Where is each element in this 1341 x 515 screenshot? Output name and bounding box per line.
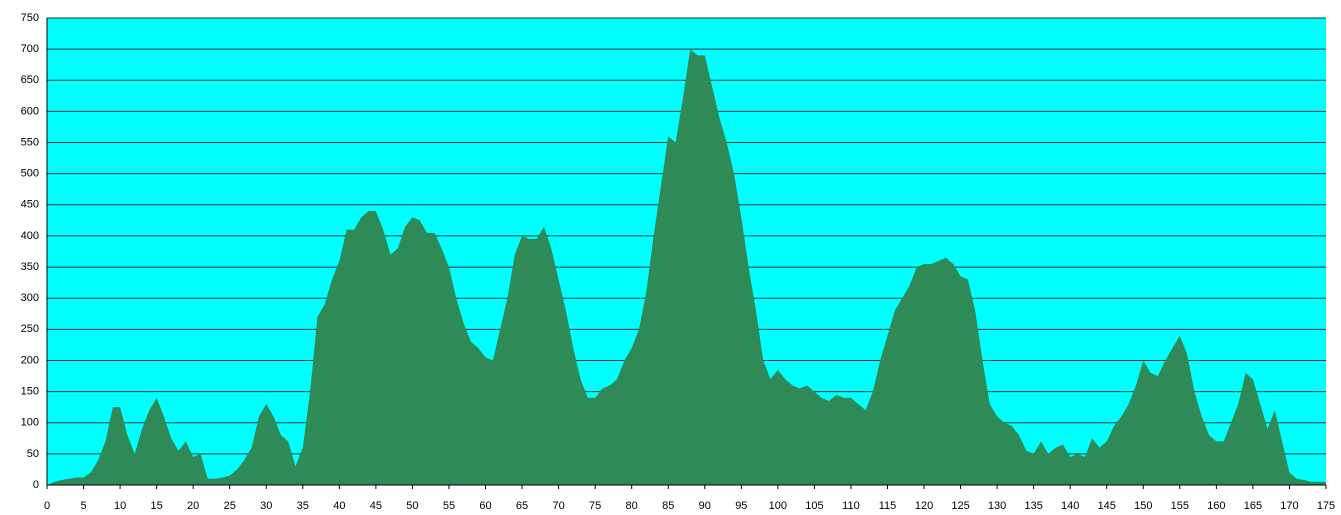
x-tick-label: 30 [260,500,272,512]
y-tick-label: 150 [21,386,39,398]
x-tick-label: 90 [699,500,711,512]
x-tick-label: 105 [805,500,823,512]
x-tick-label: 95 [735,500,747,512]
x-tick-label: 155 [1171,500,1189,512]
x-tick-label: 60 [479,500,491,512]
x-tick-label: 35 [297,500,309,512]
x-tick-label: 50 [406,500,418,512]
x-tick-label: 125 [951,500,969,512]
x-tick-label: 25 [224,500,236,512]
y-tick-label: 100 [21,417,39,429]
x-tick-label: 55 [443,500,455,512]
x-tick-label: 85 [662,500,674,512]
x-tick-label: 110 [842,500,860,512]
y-tick-label: 0 [33,479,39,491]
x-tick-label: 175 [1317,500,1335,512]
x-tick-label: 115 [879,500,897,512]
x-tick-label: 75 [589,500,601,512]
y-tick-label: 700 [21,43,39,55]
y-tick-label: 650 [21,74,39,86]
x-tick-label: 40 [333,500,345,512]
x-tick-label: 130 [988,500,1006,512]
x-tick-label: 140 [1061,500,1079,512]
y-tick-label: 50 [27,448,39,460]
x-tick-label: 15 [151,500,163,512]
x-tick-label: 5 [80,500,86,512]
x-tick-label: 145 [1098,500,1116,512]
x-tick-label: 120 [915,500,933,512]
x-tick-label: 160 [1207,500,1225,512]
x-tick-label: 70 [552,500,564,512]
y-tick-label: 350 [21,261,39,273]
y-tick-label: 300 [21,292,39,304]
x-tick-label: 20 [187,500,199,512]
x-tick-label: 10 [114,500,126,512]
x-tick-label: 80 [626,500,638,512]
x-tick-label: 45 [370,500,382,512]
y-tick-label: 200 [21,354,39,366]
x-tick-label: 170 [1280,500,1298,512]
y-tick-label: 550 [21,136,39,148]
y-tick-label: 400 [21,230,39,242]
y-tick-label: 500 [21,168,39,180]
x-tick-label: 0 [44,500,50,512]
x-tick-label: 135 [1024,500,1042,512]
x-tick-label: 150 [1134,500,1152,512]
y-tick-label: 600 [21,105,39,117]
y-tick-label: 250 [21,323,39,335]
y-tick-label: 450 [21,199,39,211]
x-tick-label: 100 [769,500,787,512]
x-tick-label: 65 [516,500,528,512]
y-tick-label: 750 [21,12,39,24]
x-tick-label: 165 [1244,500,1262,512]
area [47,49,1326,486]
